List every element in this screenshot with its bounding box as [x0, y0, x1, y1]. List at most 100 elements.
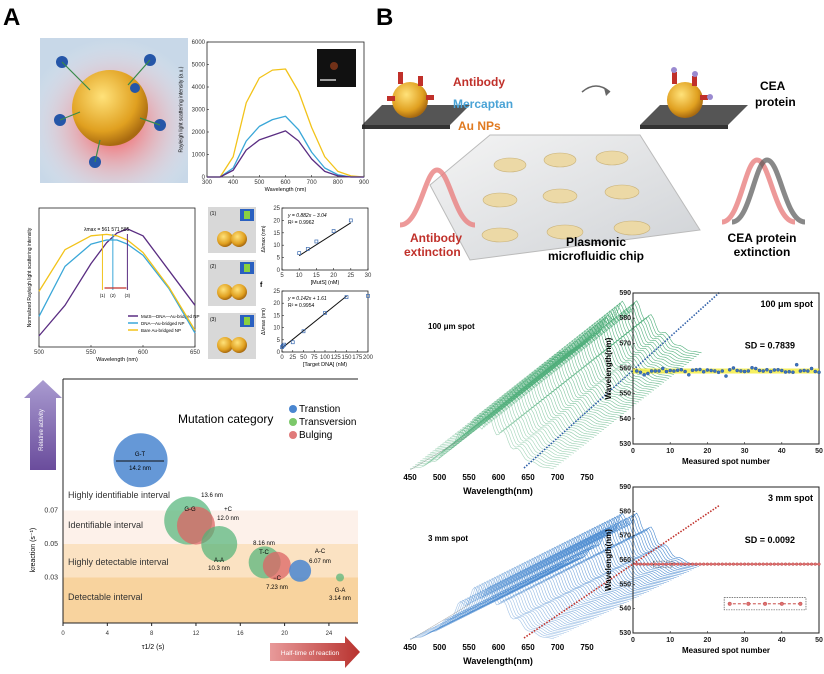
x-tick-label: 400: [228, 180, 239, 186]
data-point: [646, 562, 650, 566]
label-cea-extinction-2: extinction: [734, 245, 791, 259]
y-tick-label: 25: [273, 289, 280, 295]
x-tick-label: 500: [254, 180, 265, 186]
data-point: [713, 369, 717, 373]
bubble-label: T-C: [259, 550, 269, 556]
image-label: (2): [210, 264, 216, 270]
data-point: [757, 368, 762, 373]
x-axis-label: Wavelength (nm): [96, 357, 138, 363]
mean-band: [633, 368, 819, 374]
x-tick-label: 12: [193, 631, 200, 637]
bubble-label: G-T: [135, 452, 146, 458]
x-tick-label: 8: [150, 631, 154, 637]
y-tick-label: 25: [273, 206, 280, 212]
data-point: [679, 368, 684, 372]
data-point: [297, 251, 302, 255]
data-point: [780, 368, 784, 373]
y-tick-label: 590: [619, 484, 631, 491]
data-point: [702, 562, 706, 566]
series-line-purple: [207, 130, 364, 178]
data-point: [724, 374, 728, 378]
y-tick-label: 4000: [192, 85, 206, 91]
data-point: [657, 369, 661, 373]
bubble-label: A-A: [214, 558, 224, 564]
data-point: [772, 562, 776, 566]
x-tick-label: 500: [433, 473, 447, 482]
data-point: [638, 562, 642, 566]
y-tick-label: 5: [277, 338, 281, 344]
x-tick-label: 10: [666, 637, 674, 644]
chart-title: 100 μm spot: [760, 299, 813, 309]
x-tick-label: 550: [462, 473, 476, 482]
data-point: [735, 562, 739, 566]
data-point: [768, 369, 773, 374]
x-axis-label: Measured spot number: [682, 457, 770, 466]
x-tick-label: 650: [521, 473, 535, 482]
bubble-size-label: 12.0 nm: [217, 516, 239, 522]
dimer-images: (1) (2) (3): [208, 207, 256, 359]
label-cea: CEA: [760, 79, 786, 93]
y-tick-label: 540: [619, 606, 631, 613]
panel-label-a: A: [3, 4, 20, 31]
cea-extinction-curve-after: [731, 157, 806, 225]
spot-wavelength-chart: 0 10 20 30 40 50 530 540 550 560 570 580 590 Measured…: [604, 290, 823, 466]
y-tick-label: 1000: [192, 153, 206, 159]
waterfall-chart: 450 500 550 600 650 700 750 Wavelength(nm) 3 mm …: [403, 504, 721, 666]
data-point: [344, 295, 349, 299]
x-tick-label: 0: [631, 637, 635, 644]
x-tick-label: 800: [333, 180, 344, 186]
x-tick-label: 900: [359, 180, 370, 186]
data-point: [798, 562, 802, 566]
y-axis-label: Wavelength(nm): [604, 529, 613, 591]
field-map-hotspot: [244, 264, 250, 272]
waterfall-chart: 450 500 550 600 650 700 750 Wavelength(nm) 100 μ…: [403, 291, 721, 496]
x-tick-label: 20: [704, 637, 712, 644]
legend-label: MutS—DNA—Au-bridged NP: [141, 314, 200, 319]
data-point: [690, 368, 695, 373]
data-point: [290, 340, 295, 345]
depth-axis: [409, 603, 471, 641]
data-point: [817, 562, 821, 566]
y-tick-label: 580: [619, 315, 631, 322]
data-point: [817, 370, 821, 375]
y-tick-label: 530: [619, 441, 631, 448]
nanoparticle: [217, 337, 233, 353]
sd-annotation: SD = 0.7839: [745, 340, 795, 350]
data-point: [694, 562, 698, 566]
normalized-spectrum-chart: 500 550 600 650 Wavelength (nm) Normalized Ra…: [27, 207, 201, 363]
y-tick-label: 15: [273, 313, 280, 319]
half-time-label: Half-time of reaction: [281, 650, 340, 657]
data-point: [638, 370, 643, 375]
data-point: [783, 562, 788, 566]
data-point: [676, 562, 680, 566]
data-point: [668, 562, 672, 566]
x-axis-label: [MutS] (nM): [311, 280, 340, 286]
x-tick-label: 0: [631, 448, 635, 455]
x-axis-label: Measured spot number: [682, 646, 770, 655]
data-point: [742, 369, 747, 374]
x-tick-label: 50: [815, 448, 823, 455]
data-point: [813, 369, 818, 374]
chart-title: 3 mm spot: [428, 534, 468, 543]
x-tick-label: 600: [280, 180, 291, 186]
step-label: (1): [100, 293, 106, 298]
data-point: [698, 562, 702, 566]
mutation-bubble-chart: Highly identifiable interval Identifiable…: [24, 378, 360, 668]
data-point: [646, 371, 650, 376]
fit-line: [281, 295, 347, 349]
data-point: [802, 368, 806, 373]
y-tick-label: 10: [273, 326, 280, 332]
data-point: [754, 366, 758, 371]
y-tick-label: 20: [273, 301, 280, 307]
nanoparticle: [231, 231, 247, 247]
data-point: [366, 294, 370, 298]
data-point: [765, 562, 769, 566]
data-point: [705, 562, 709, 566]
x-tick-label: 700: [307, 180, 318, 186]
scattering-image-inset: [317, 49, 356, 87]
y-axis-label: Wavelength(nm): [604, 337, 613, 399]
bubble: [289, 559, 312, 582]
y-tick-label: 570: [619, 340, 631, 347]
data-point: [717, 562, 721, 566]
data-point: [331, 229, 336, 233]
